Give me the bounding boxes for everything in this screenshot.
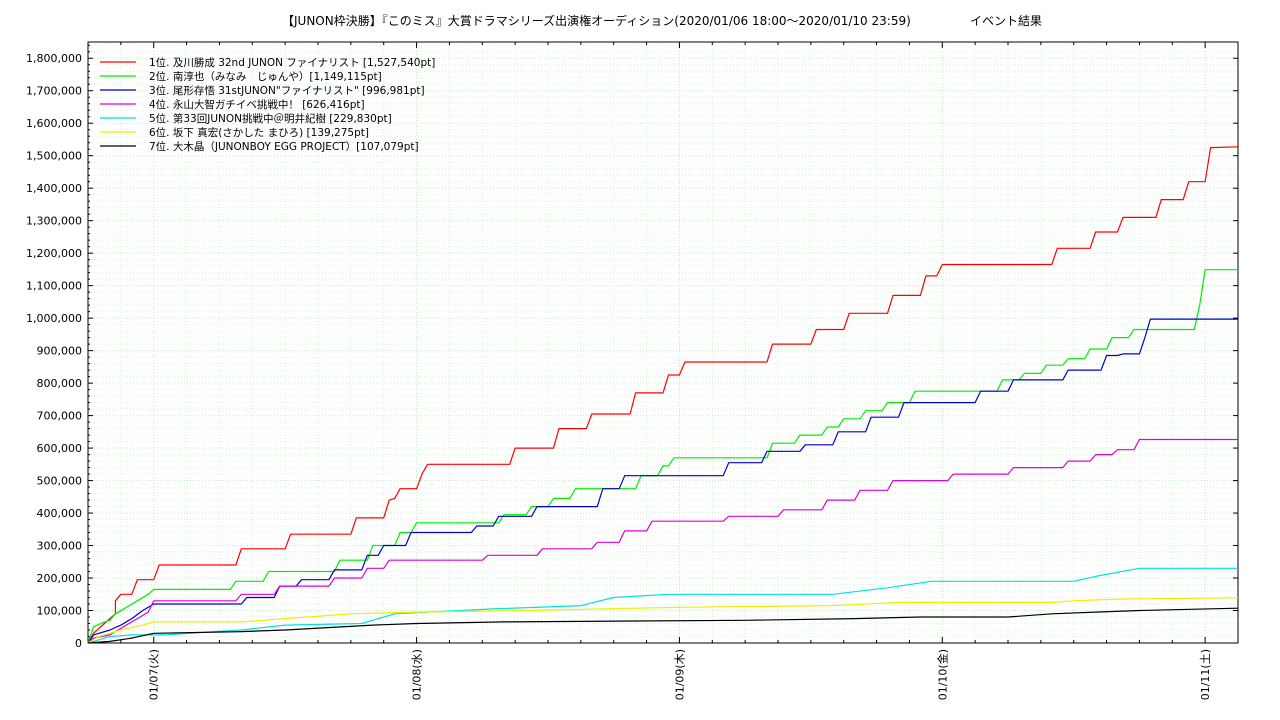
legend-label-2: 2位. 南淳也（みなみ じゅんや）[1,149,115pt] [149,70,382,83]
legend-label-7: 7位. 大木晶（JUNONBOY EGG PROJECT）[107,079pt] [149,140,419,153]
y-tick-label: 1,500,000 [26,150,82,163]
y-tick-label: 200,000 [37,572,83,585]
y-tick-label: 1,700,000 [26,85,82,98]
series-line-4 [87,438,1238,644]
y-tick-label: 600,000 [37,442,83,455]
x-tick-label: 01/08(水) [411,649,424,700]
series-layer [87,146,1239,644]
y-tick-label: 1,200,000 [26,247,82,260]
y-tick-label: 1,300,000 [26,215,82,228]
y-tick-label: 1,000,000 [26,312,82,325]
grid [87,42,1239,643]
y-tick-label: 1,600,000 [26,117,82,130]
series-line-1 [87,146,1239,644]
y-tick-label: 1,800,000 [26,52,82,65]
series-line-3 [87,318,1238,644]
y-tick-label: 800,000 [37,377,83,390]
y-tick-label: 100,000 [37,605,83,618]
series-line-6 [87,597,1239,644]
legend: 1位. 及川勝成 32nd JUNON ファイナリスト [1,527,540pt… [100,56,435,153]
series-line-2 [87,269,1238,644]
y-tick-label: 300,000 [37,540,83,553]
legend-label-3: 3位. 尾形存悟 31stJUNON"ファイナリスト" [996,981pt] [149,84,425,97]
chart-subtitle: イベント結果 [970,14,1042,28]
legend-label-6: 6位. 坂下 真宏(さかした まひろ) [139,275pt] [149,126,369,139]
x-tick-label: 01/10(金) [935,649,949,700]
plot-frame [87,41,1239,644]
y-tick-label: 500,000 [37,475,83,488]
legend-label-1: 1位. 及川勝成 32nd JUNON ファイナリスト [1,527,540pt… [149,56,435,69]
y-tick-label: 1,400,000 [26,182,82,195]
chart-title: 【JUNON枠決勝】『このミス』大賞ドラマシリーズ出演権オーディション(2020… [282,13,911,28]
legend-label-4: 4位. 永山大智ガチイベ挑戦中！ [626,416pt] [149,98,365,111]
y-tick-label: 700,000 [37,410,83,423]
x-tick-label: 01/07(火) [148,649,161,700]
y-tick-label: 400,000 [37,507,83,520]
legend-label-5: 5位. 第33回JUNON挑戦中＠明井紀樹 [229,830pt] [149,112,392,125]
x-tick-label: 01/09(木) [673,649,686,700]
axes: 0 100,000 200,000 300,000 400,000 500,000 600,… [26,41,1239,700]
y-tick-label: 1,100,000 [26,280,82,293]
y-tick-label: 900,000 [37,345,83,358]
series-line-5 [87,567,1238,644]
x-tick-label: 01/11(土) [1199,649,1212,700]
y-tick-label: 0 [75,637,82,650]
series-line-7 [87,607,1239,644]
chart-title-group: 【JUNON枠決勝】『このミス』大賞ドラマシリーズ出演権オーディション(2020… [282,13,1042,28]
